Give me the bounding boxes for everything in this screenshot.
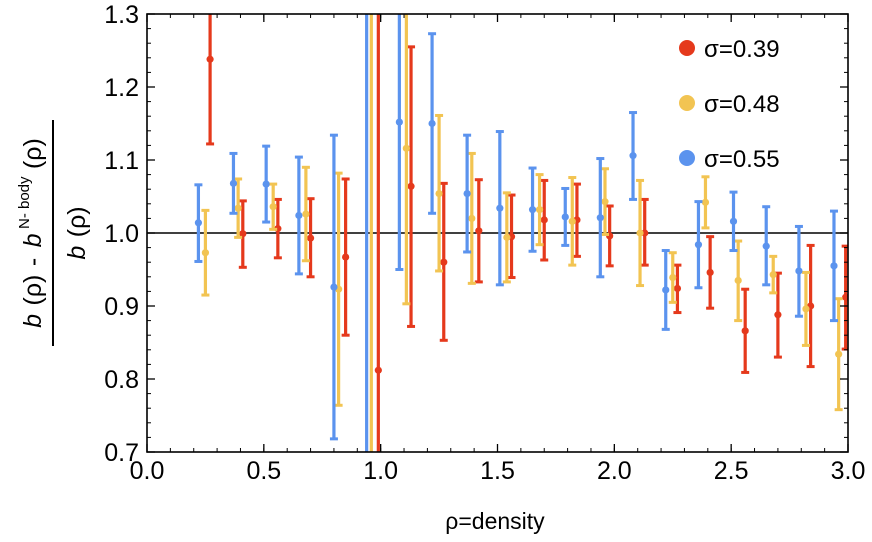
y-title-den-b: b <box>63 246 91 260</box>
legend-marker-3 <box>679 150 695 166</box>
svg-text:b (ρ): b (ρ) <box>63 206 91 259</box>
series-3-point-9-marker <box>463 189 471 198</box>
series-2-point-20-marker <box>835 350 843 358</box>
series-1-point-18-marker <box>774 311 782 319</box>
series-1-point-20-marker <box>842 293 848 301</box>
series-3-point-10-marker <box>496 204 504 212</box>
series-1-point-6-marker <box>374 366 382 374</box>
series-3-point-12-marker <box>561 213 569 221</box>
series-1-point-4-marker <box>306 234 315 242</box>
series-3-point-13-marker <box>596 214 604 222</box>
x-tick-label: 2.0 <box>597 457 632 485</box>
series-3-point-18-marker <box>762 242 770 250</box>
legend-label-2: σ=0.48 <box>704 91 780 118</box>
y-tick-label: 1.0 <box>104 220 139 248</box>
series-2-point-10-marker <box>503 233 511 241</box>
x-tick-label: 3.0 <box>831 457 866 485</box>
series-3-point-3-marker <box>262 180 270 188</box>
svg-text:b (ρ) - b: b (ρ) - b N- body (ρ) <box>16 138 47 328</box>
series-2-point-3-marker <box>269 203 277 211</box>
y-title-num-rho2: (ρ) <box>19 138 47 169</box>
series-3-point-11-marker <box>528 206 537 214</box>
y-tick-label: 0.7 <box>104 439 139 467</box>
x-tick-label: 2.5 <box>714 457 749 485</box>
series-3-point-2-marker <box>229 179 238 187</box>
series-1-point-2-marker <box>239 230 247 238</box>
series-1-point-8-marker <box>440 258 448 266</box>
tick-layer: 0.0 0.5 1.0 1.5 2.0 2.5 3.0 0.7 0.8 0.9 1.0 1.1 1.2 1… <box>104 1 865 485</box>
x-tick-label: 0.5 <box>246 457 281 485</box>
legend-marker-2 <box>679 95 695 111</box>
series-2-point-9-marker <box>468 214 476 222</box>
series-1-point-16-marker <box>706 268 714 277</box>
series-2-point-2-marker <box>234 204 242 212</box>
series-2-point-14-marker <box>636 229 644 237</box>
series-3-point-1-marker <box>194 219 203 227</box>
series-2-point-16-marker <box>701 198 710 206</box>
series-3-point-4-marker <box>295 211 303 220</box>
series-layer <box>194 14 848 452</box>
y-title-num-sup: N- body <box>16 176 33 229</box>
series-2-point-13-marker <box>601 198 609 206</box>
x-axis-title: ρ=density <box>445 508 545 534</box>
y-tick-label: 1.2 <box>104 74 139 102</box>
series-1-point-15-marker <box>673 284 682 293</box>
series-2 <box>201 14 843 452</box>
series-2-point-4-marker <box>302 210 310 218</box>
series-2-point-7-marker <box>402 144 410 152</box>
legend-label-1: σ=0.39 <box>704 36 780 63</box>
series-2-point-8-marker <box>435 189 443 198</box>
series-2-point-12-marker <box>568 217 576 225</box>
x-tick-label: 1.0 <box>363 457 398 485</box>
series-3-point-14-marker <box>629 152 637 160</box>
legend-marker-1 <box>679 40 695 56</box>
series-2-point-15-marker <box>669 273 677 282</box>
series-3-point-15-marker <box>662 286 670 294</box>
series-3 <box>194 14 838 452</box>
series-1-point-11-marker <box>540 216 548 224</box>
series-3-point-17-marker <box>729 217 738 225</box>
series-1-point-17-marker <box>741 327 749 335</box>
series-1 <box>206 14 848 452</box>
series-3-point-7-marker <box>395 118 403 126</box>
series-3-point-8-marker <box>428 119 436 128</box>
series-3-point-19-marker <box>795 267 803 275</box>
y-title-num-b2: b <box>19 233 47 247</box>
series-1-point-1-marker <box>206 55 214 63</box>
series-2-point-1-marker <box>201 249 210 257</box>
legend: σ=0.39 σ=0.48 σ=0.55 <box>679 36 780 173</box>
series-2-point-18-marker <box>769 271 777 279</box>
series-3-point-20-marker <box>830 262 838 270</box>
y-tick-label: 1.3 <box>104 1 139 29</box>
y-tick-label: 0.8 <box>104 366 139 394</box>
y-tick-label: 0.9 <box>104 293 139 321</box>
series-2-point-11-marker <box>535 206 544 214</box>
series-2-point-19-marker <box>802 305 810 313</box>
y-tick-label: 1.1 <box>104 147 139 175</box>
legend-label-3: σ=0.55 <box>704 146 780 173</box>
series-1-point-5-marker <box>342 253 350 261</box>
y-title-num-rho1: (ρ) <box>19 275 47 306</box>
series-1-point-9-marker <box>475 227 483 235</box>
y-title-num-minus: - <box>19 258 47 266</box>
y-axis-title: b (ρ) - b N- body (ρ) b (ρ) <box>16 120 91 346</box>
series-3-point-16-marker <box>694 241 703 249</box>
series-2-point-17-marker <box>734 276 742 285</box>
x-tick-label: 1.5 <box>480 457 515 485</box>
y-title-den-rho: (ρ) <box>63 206 91 237</box>
x-tick-label: 0.0 <box>130 457 165 485</box>
series-3-point-5-marker <box>330 283 338 291</box>
series-1-point-7-marker <box>407 182 415 190</box>
y-title-num-b: b <box>19 314 47 328</box>
